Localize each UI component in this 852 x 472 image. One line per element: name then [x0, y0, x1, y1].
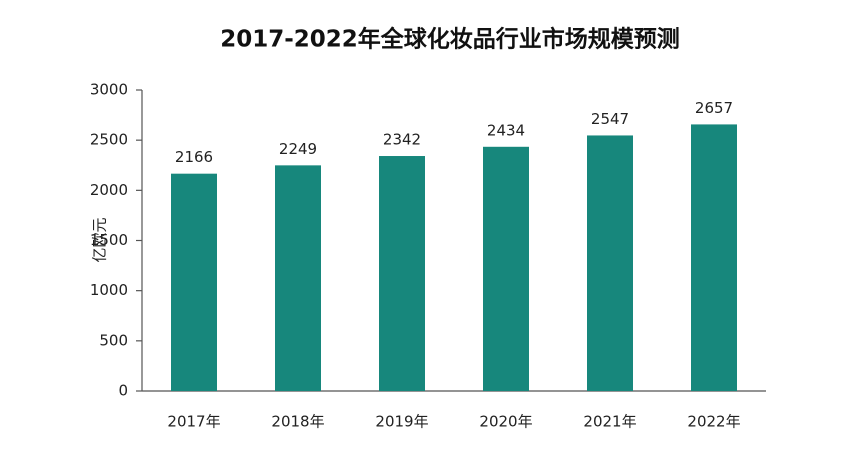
y-tick-label: 1000 — [90, 281, 128, 299]
y-tick-label: 0 — [118, 382, 128, 400]
y-tick-label: 2000 — [90, 181, 128, 199]
bar — [483, 146, 529, 391]
x-tick-label: 2018年 — [271, 413, 324, 431]
y-tick-label: 2500 — [90, 131, 128, 149]
bar — [379, 156, 425, 391]
chart-title: 2017-2022年全球化妆品行业市场规模预测 — [220, 26, 680, 53]
value-label: 2434 — [487, 121, 525, 139]
y-tick-label: 500 — [99, 331, 128, 349]
bar — [171, 173, 217, 391]
x-tick-label: 2022年 — [687, 413, 740, 431]
bar — [587, 135, 633, 391]
value-label: 2342 — [383, 131, 421, 149]
y-tick-label: 3000 — [90, 81, 128, 99]
x-tick-label: 2021年 — [583, 413, 636, 431]
y-tick-label: 1500 — [90, 231, 128, 249]
bar — [691, 124, 737, 391]
value-label: 2249 — [279, 140, 317, 158]
value-label: 2657 — [695, 99, 733, 117]
x-tick-label: 2017年 — [167, 413, 220, 431]
value-label: 2166 — [175, 148, 213, 166]
x-tick-label: 2019年 — [375, 413, 428, 431]
value-label: 2547 — [591, 110, 629, 128]
x-tick-label: 2020年 — [479, 413, 532, 431]
y-axis-label: 亿欧元 — [91, 217, 109, 262]
bar — [275, 165, 321, 391]
